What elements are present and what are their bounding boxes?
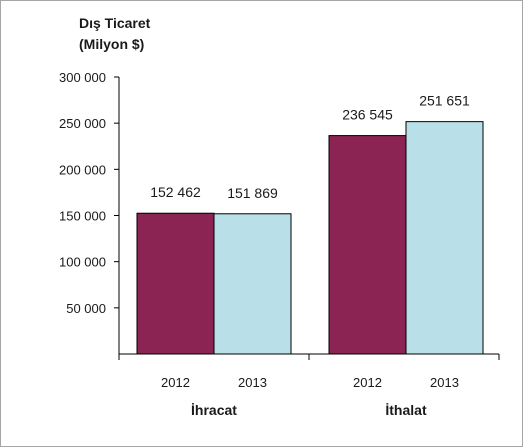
data-label: 151 869: [227, 185, 278, 201]
chart-title: Dış Ticaret: [79, 15, 151, 31]
y-tick-label: 250 000: [59, 116, 106, 131]
y-tick-label: 50 000: [66, 301, 106, 316]
y-tick-label: 150 000: [59, 209, 106, 224]
chart-subtitle: (Milyon $): [79, 36, 144, 52]
x-category-label: 2012: [161, 375, 190, 390]
bars: [136, 121, 484, 355]
x-group-label: İthalat: [385, 402, 427, 418]
data-label: 236 545: [342, 107, 393, 123]
x-group-label: İhracat: [191, 402, 237, 418]
data-label: 251 651: [419, 93, 470, 109]
bar: [213, 213, 292, 355]
x-category-label: 2012: [353, 375, 382, 390]
bar: [136, 212, 215, 355]
x-category-label: 2013: [430, 375, 459, 390]
y-tick-label: 100 000: [59, 255, 106, 270]
data-label: 152 462: [150, 184, 201, 200]
bar: [328, 135, 407, 355]
y-tick-label: 200 000: [59, 162, 106, 177]
x-category-label: 2013: [238, 375, 267, 390]
labels: 152 462 2012 151 869 2013 236 545 2012 251 651…: [150, 93, 470, 418]
axes: 300 000 250 000 200 000 150 000 100 000 50 00…: [59, 70, 500, 360]
y-tick-label: 300 000: [59, 70, 106, 85]
bar: [405, 121, 484, 355]
